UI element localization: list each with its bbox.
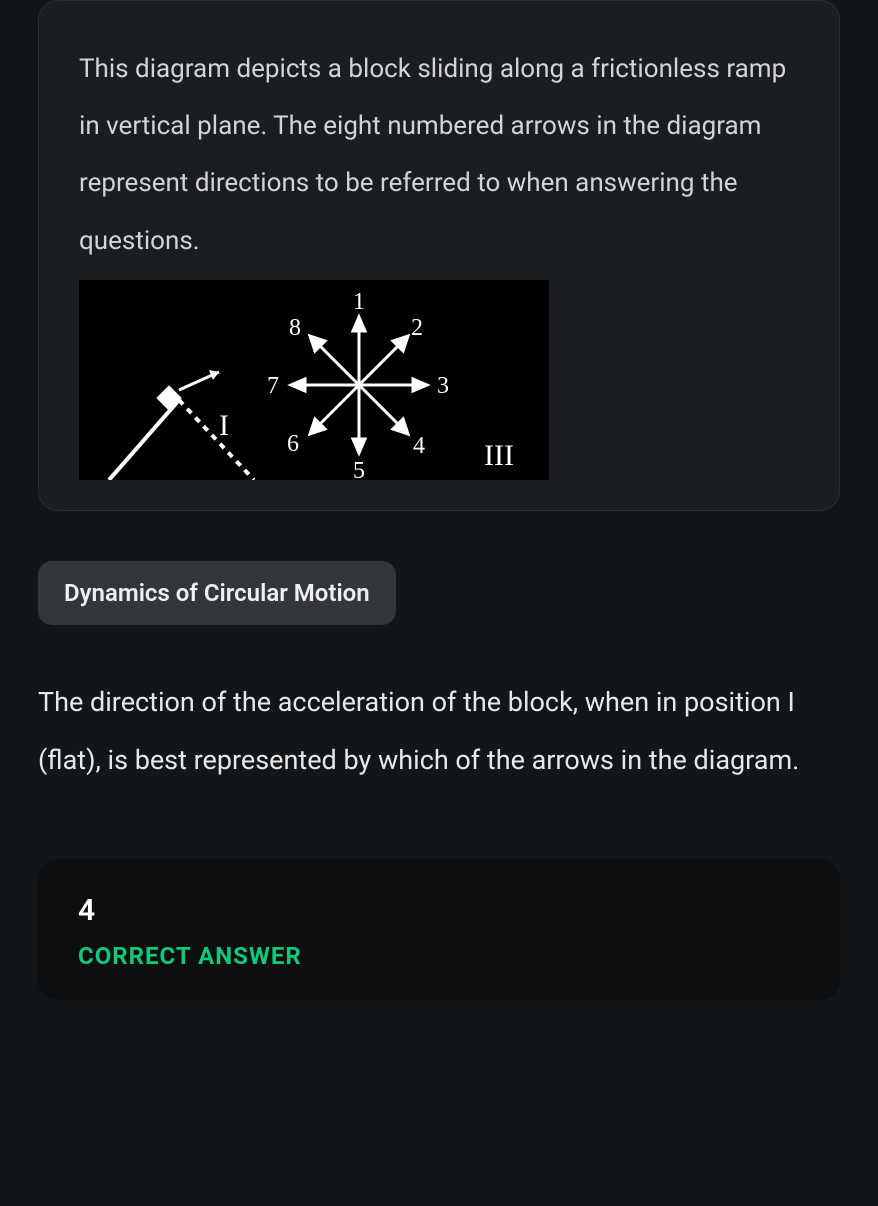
position-I-label: I — [219, 409, 229, 442]
dir-2: 2 — [411, 315, 423, 341]
ramp-position-I: I — [109, 370, 254, 480]
answer-label: CORRECT ANSWER — [78, 942, 800, 970]
compass: 1 2 3 4 5 6 7 8 — [267, 289, 449, 480]
question-card: This diagram depicts a block sliding alo… — [38, 0, 840, 511]
diagram: I — [79, 280, 549, 480]
topic-tag[interactable]: Dynamics of Circular Motion — [38, 561, 396, 625]
question-text: The direction of the acceleration of the… — [38, 673, 840, 789]
dir-3: 3 — [437, 373, 449, 399]
diagram-svg: I — [79, 280, 549, 480]
page-root: This diagram depicts a block sliding alo… — [0, 0, 878, 1040]
question-description: This diagram depicts a block sliding alo… — [79, 41, 799, 270]
dir-4: 4 — [413, 433, 425, 459]
dir-6: 6 — [287, 431, 299, 457]
dir-7: 7 — [267, 373, 279, 399]
answer-value: 4 — [78, 893, 800, 928]
dir-1: 1 — [353, 289, 365, 315]
dir-8: 8 — [289, 315, 301, 341]
answer-card: 4 CORRECT ANSWER — [38, 859, 840, 1000]
dir-5: 5 — [353, 458, 365, 480]
position-III-label: III — [484, 439, 514, 472]
